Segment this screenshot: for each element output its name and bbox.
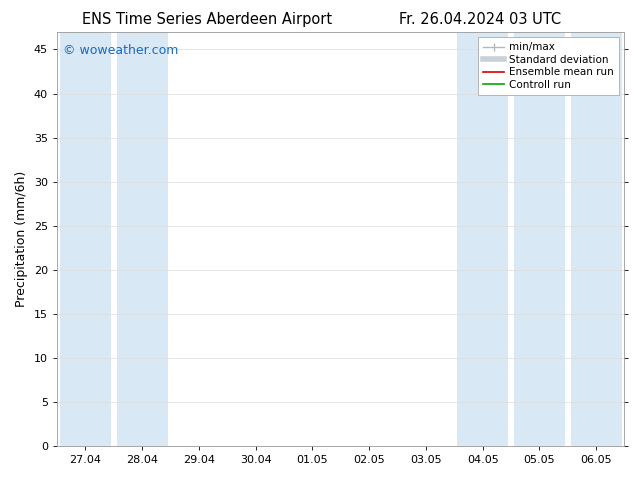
Bar: [457, 32, 508, 446]
Bar: [60, 32, 111, 446]
Bar: [117, 32, 168, 446]
Bar: [571, 32, 622, 446]
Y-axis label: Precipitation (mm/6h): Precipitation (mm/6h): [15, 171, 29, 307]
Bar: [514, 32, 565, 446]
Text: Fr. 26.04.2024 03 UTC: Fr. 26.04.2024 03 UTC: [399, 12, 562, 27]
Legend: min/max, Standard deviation, Ensemble mean run, Controll run: min/max, Standard deviation, Ensemble me…: [478, 37, 619, 95]
Text: ENS Time Series Aberdeen Airport: ENS Time Series Aberdeen Airport: [82, 12, 333, 27]
Text: © woweather.com: © woweather.com: [63, 44, 178, 57]
